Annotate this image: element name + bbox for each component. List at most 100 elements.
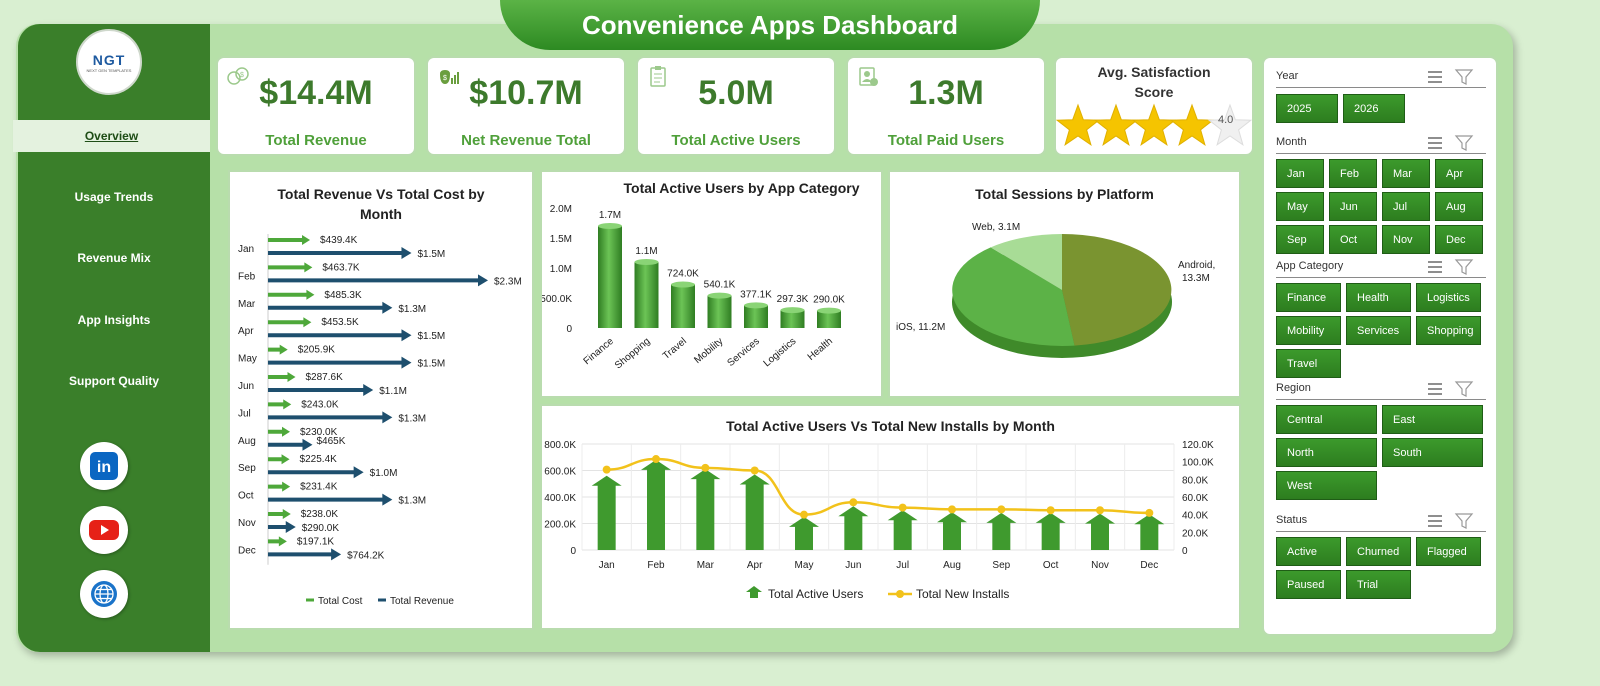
slicer-category-shopping[interactable]: Shopping (1416, 316, 1481, 345)
users-installs-chart-panel: Total Active Users Vs Total New Installs… (540, 404, 1241, 630)
chart-title: Total Active Users Vs Total New Installs… (726, 418, 1055, 434)
filter-panel: Year 2025 2026 Month Jan Feb Mar Apr May Jun Ju… (1262, 56, 1498, 636)
x-tick-label: Jul (896, 560, 909, 571)
category-bar-top (634, 259, 659, 265)
revenue-data-label: $1.0M (370, 468, 398, 479)
slicer-status-trial[interactable]: Trial (1346, 570, 1411, 599)
slicer-region-west[interactable]: West (1276, 471, 1377, 500)
slicer-title: App Category (1276, 260, 1344, 272)
y2-tick-label: 120.0K (1182, 440, 1214, 451)
slicer-category-logistics[interactable]: Logistics (1416, 283, 1481, 312)
x-tick-label: May (795, 560, 814, 571)
active-users-bar (1035, 512, 1066, 550)
multi-select-icon[interactable] (1428, 515, 1442, 527)
logo-text: NGT (92, 51, 126, 68)
y-tick-label: 1.0M (550, 264, 572, 275)
y2-tick-label: 60.0K (1182, 493, 1208, 504)
multi-select-icon[interactable] (1428, 137, 1442, 149)
y-tick-label: 800.0K (544, 440, 576, 451)
y-tick-label: 2.0M (550, 204, 572, 215)
cost-data-label: $485.3K (324, 290, 362, 301)
y2-tick-label: 40.0K (1182, 511, 1208, 522)
pie-data-label: 13.3M (1182, 273, 1210, 284)
slicer-year-2025[interactable]: 2025 (1276, 94, 1338, 123)
slicer-status-active[interactable]: Active (1276, 537, 1341, 566)
slicer-month-sep[interactable]: Sep (1276, 225, 1324, 254)
slicer-month-oct[interactable]: Oct (1329, 225, 1377, 254)
slicer-month-nov[interactable]: Nov (1382, 225, 1430, 254)
nav-overview[interactable]: Overview (13, 120, 210, 152)
nav-app-insights[interactable]: App Insights (77, 313, 151, 327)
slicer-month-may[interactable]: May (1276, 192, 1324, 221)
revenue-arrow (268, 356, 412, 369)
clear-filter-icon[interactable] (1454, 135, 1474, 151)
new-installs-point (1046, 506, 1055, 515)
multi-select-icon[interactable] (1428, 383, 1442, 395)
logo: NGT NEXT GEN TEMPLATES (76, 29, 142, 95)
x-tick-label: Dec (1140, 560, 1158, 571)
active-users-bar (739, 474, 770, 550)
multi-select-icon[interactable] (1428, 261, 1442, 273)
slicer-category-mobility[interactable]: Mobility (1276, 316, 1341, 345)
linkedin-icon[interactable]: in (80, 442, 128, 490)
slicer-month-jul[interactable]: Jul (1382, 192, 1430, 221)
star-rating (1056, 103, 1253, 146)
data-label: 290.0K (813, 295, 845, 306)
slicer-region-north[interactable]: North (1276, 438, 1377, 467)
new-installs-point (652, 455, 660, 464)
clear-filter-icon[interactable] (1454, 513, 1474, 529)
slicer-month-mar[interactable]: Mar (1382, 159, 1430, 188)
kpi-value: $10.7M (469, 74, 583, 112)
slicer-category-finance[interactable]: Finance (1276, 283, 1341, 312)
globe-icon[interactable] (80, 570, 128, 618)
slicer-region-central[interactable]: Central (1276, 405, 1377, 434)
youtube-icon[interactable] (80, 506, 128, 554)
y-tick-label: Jul (238, 408, 251, 419)
nav-support-quality[interactable]: Support Quality (69, 374, 159, 388)
slicer-month-dec[interactable]: Dec (1435, 225, 1483, 254)
slicer-status-paused[interactable]: Paused (1276, 570, 1341, 599)
slicer-category-services[interactable]: Services (1346, 316, 1411, 345)
nav-usage-trends[interactable]: Usage Trends (74, 190, 154, 204)
chart-title: Total Revenue Vs Total Cost by Month (277, 186, 485, 222)
y-tick-label: 0 (570, 546, 576, 557)
kpi-total-active-users: 5.0M Total Active Users (636, 56, 836, 156)
slicer-month-jun[interactable]: Jun (1329, 192, 1377, 221)
x-tick-label: Aug (943, 560, 961, 571)
slicer-month-aug[interactable]: Aug (1435, 192, 1483, 221)
slicer-category-header: App Category (1276, 258, 1486, 278)
satisfaction-title: Avg. Satisfaction Score (1097, 64, 1211, 100)
revenue-data-label: $1.1M (379, 386, 407, 397)
clear-filter-icon[interactable] (1454, 259, 1474, 275)
slicer-region-south[interactable]: South (1382, 438, 1483, 467)
slicer-month-apr[interactable]: Apr (1435, 159, 1483, 188)
category-bar (817, 310, 841, 328)
slicer-month-jan[interactable]: Jan (1276, 159, 1324, 188)
slicer-category-health[interactable]: Health (1346, 283, 1411, 312)
active-users-bar (1085, 513, 1115, 550)
cost-data-label: $243.0K (301, 399, 339, 410)
clear-filter-icon[interactable] (1454, 69, 1474, 85)
nav-revenue-mix[interactable]: Revenue Mix (77, 251, 151, 265)
active-users-bar (690, 469, 721, 550)
revenue-arrow (268, 438, 313, 451)
paid-user-icon (859, 67, 878, 86)
multi-select-icon[interactable] (1428, 71, 1442, 83)
y-tick-label: Nov (238, 518, 256, 529)
cost-arrow (268, 399, 292, 410)
x-tick-label: Nov (1091, 560, 1109, 571)
slicer-month-feb[interactable]: Feb (1329, 159, 1377, 188)
y2-tick-label: 0 (1182, 546, 1188, 557)
kpi-label: Total Paid Users (887, 132, 1005, 149)
slicer-status-flagged[interactable]: Flagged (1416, 537, 1481, 566)
legend-swatch (746, 586, 762, 598)
slicer-status-churned[interactable]: Churned (1346, 537, 1411, 566)
slicer-year-2026[interactable]: 2026 (1343, 94, 1405, 123)
clear-filter-icon[interactable] (1454, 381, 1474, 397)
chart-title: Total Sessions by Platform (975, 186, 1154, 202)
y-tick-label: Dec (238, 545, 256, 556)
active-users-bar (789, 516, 819, 550)
slicer-title: Status (1276, 514, 1308, 526)
slicer-category-travel[interactable]: Travel (1276, 349, 1341, 378)
slicer-region-east[interactable]: East (1382, 405, 1483, 434)
